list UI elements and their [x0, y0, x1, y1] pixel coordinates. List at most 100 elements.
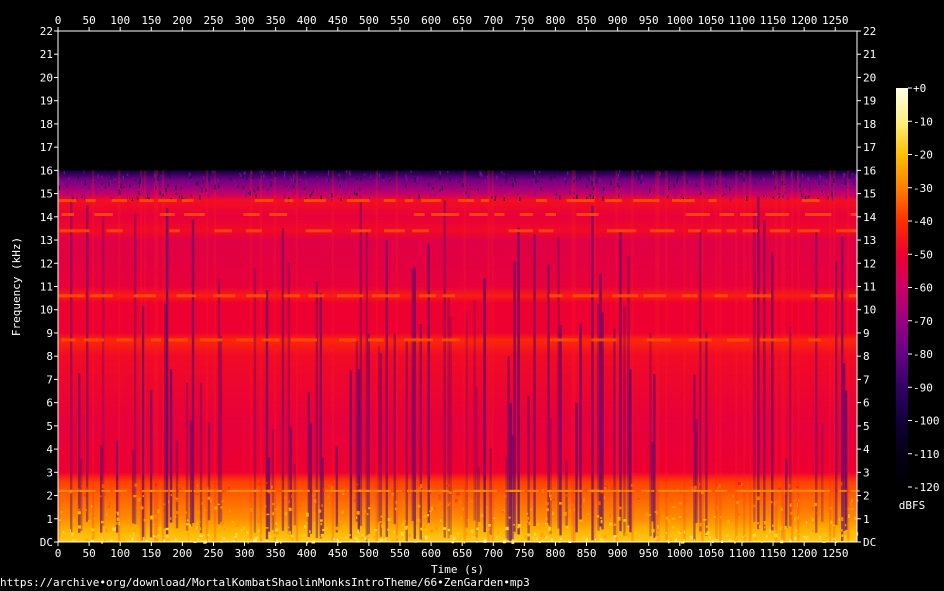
fringe-mark [214, 184, 216, 190]
spectrum-column [715, 170, 718, 543]
bass-mark [476, 532, 479, 535]
bass-mark [101, 489, 111, 492]
fringe-mark [469, 184, 472, 186]
fringe-mark [668, 185, 670, 190]
spectrum-column [149, 389, 153, 538]
x-tick-label: 50 [82, 547, 95, 560]
fringe-mark [368, 196, 370, 201]
bass-mark [430, 528, 433, 533]
fringe-mark [573, 180, 575, 183]
fringe-mark [573, 196, 575, 202]
fringe-mark [167, 184, 169, 187]
fringe-mark [801, 183, 803, 187]
band-segment [441, 338, 460, 342]
bass-mark [185, 489, 192, 492]
bass-mark [234, 536, 238, 540]
fringe-mark [112, 173, 114, 176]
fringe-mark [677, 191, 679, 193]
colorbar-tick-label: -100 [913, 415, 940, 428]
bass-mark [839, 482, 843, 486]
bass-mark [553, 519, 555, 522]
fringe-mark [345, 170, 348, 174]
bass-mark [142, 489, 154, 492]
fringe-mark [607, 186, 609, 191]
bass-mark [129, 534, 132, 539]
fringe-mark [541, 181, 543, 183]
bass-mark [416, 518, 419, 522]
bass-mark [312, 517, 315, 521]
fringe-mark [468, 195, 470, 199]
y-tick-label: 13 [40, 234, 53, 247]
bass-mark [400, 532, 404, 536]
fringe-mark [532, 173, 535, 179]
band-segment [308, 294, 325, 298]
bass-mark [211, 539, 216, 543]
bass-mark [116, 517, 120, 521]
bass-mark [719, 486, 721, 488]
fringe-mark [330, 175, 332, 178]
x-tick-label: 50 [82, 14, 95, 27]
fringe-mark [664, 175, 666, 178]
fringe-mark [831, 184, 833, 187]
bass-mark [505, 526, 509, 531]
spectrum-column [593, 170, 596, 543]
bass-mark [429, 489, 436, 492]
fringe-mark [353, 191, 356, 195]
bass-mark [756, 522, 760, 525]
bass-mark [503, 495, 507, 498]
fringe-mark [503, 197, 506, 201]
bass-mark [132, 532, 135, 537]
band-segment [431, 213, 460, 216]
bass-mark [188, 524, 192, 528]
bass-mark [258, 482, 261, 485]
fringe-mark [405, 174, 407, 180]
bright-bands [58, 199, 857, 342]
fringe-mark [311, 191, 313, 196]
bass-mark [82, 508, 84, 512]
band-segment [519, 213, 534, 216]
bass-mark [188, 537, 190, 542]
x-tick-label: 450 [328, 547, 348, 560]
y-tick-label: 21 [40, 48, 53, 61]
bass-mark [545, 535, 549, 539]
fringe-mark [155, 186, 157, 190]
fringe-mark [554, 172, 556, 175]
fringe-mark [162, 194, 164, 197]
bass-mark [750, 485, 753, 490]
spectrum-column [629, 369, 632, 533]
fringe-mark [81, 196, 83, 199]
bass-mark [780, 539, 784, 544]
fringe-mark [723, 178, 725, 181]
bass-mark [407, 489, 413, 492]
fringe-mark [160, 175, 163, 178]
fringe-mark [408, 196, 410, 200]
bass-mark [298, 489, 310, 492]
bass-mark [528, 521, 531, 526]
fringe-mark [479, 171, 481, 176]
bass-mark [537, 523, 539, 527]
fringe-mark [172, 187, 174, 192]
fringe-mark [760, 176, 762, 180]
fringe-mark [584, 188, 586, 190]
bass-mark [196, 521, 199, 525]
bass-mark [356, 537, 359, 541]
band-segment [83, 338, 104, 342]
y-tick-label: 10 [40, 304, 53, 317]
bass-mark [744, 534, 746, 537]
bass-mark [85, 509, 87, 512]
fringe-mark [772, 170, 774, 175]
bass-mark [772, 524, 774, 527]
fringe-mark [230, 177, 232, 181]
spectrum-column [843, 363, 846, 532]
fringe-mark [414, 177, 416, 183]
bass-mark [264, 482, 268, 484]
y-tick-label: 9 [46, 327, 53, 340]
fringe-mark [259, 175, 261, 179]
x-tick-label: 400 [297, 547, 317, 560]
bass-mark [541, 539, 544, 542]
band-segment [61, 338, 76, 342]
fringe-mark [175, 185, 177, 191]
bass-mark [115, 511, 117, 514]
bass-mark [90, 530, 93, 533]
fringe-mark [348, 196, 350, 200]
